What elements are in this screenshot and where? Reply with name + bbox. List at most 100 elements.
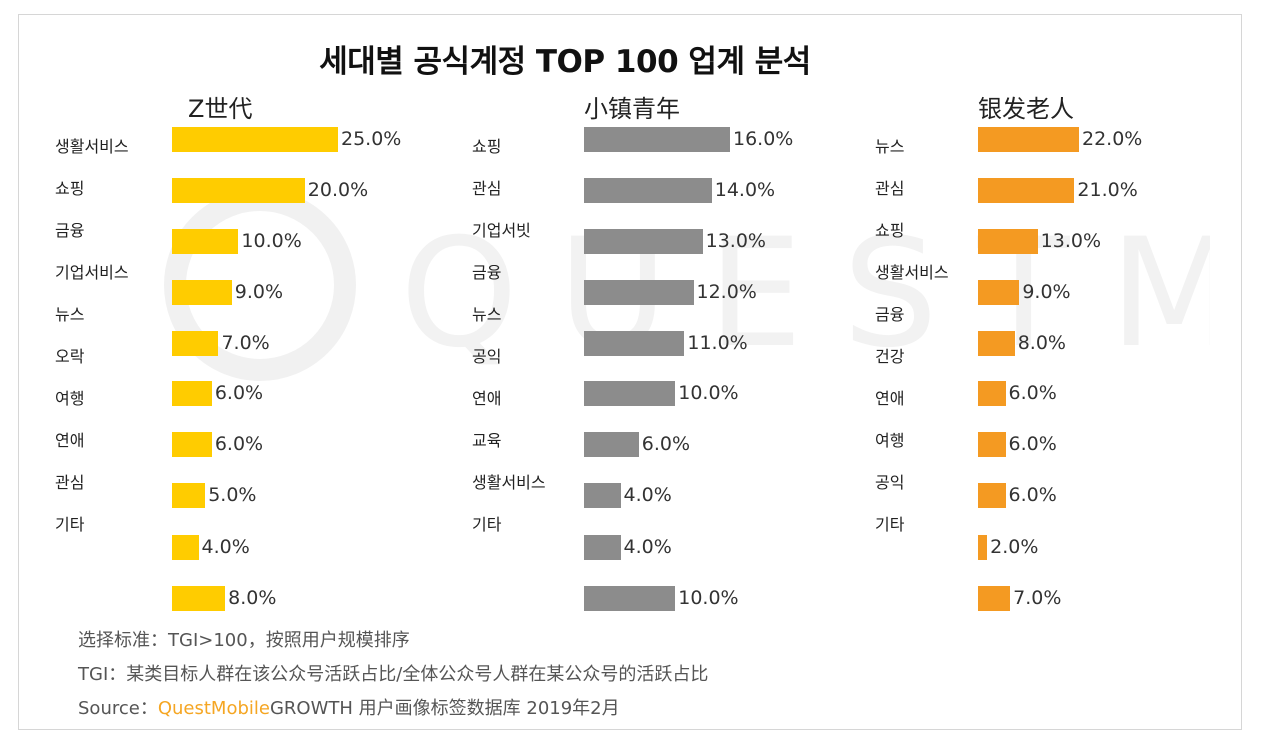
source-brand: QuestMobile: [157, 698, 270, 719]
value-label-z-3: 9.0%: [234, 281, 284, 303]
category-label-town-1: 관심: [472, 179, 502, 198]
panel-title-silver: 银发老人: [978, 95, 1074, 123]
category-label-silver-8: 공익: [875, 473, 905, 492]
value-label-silver-8: 2.0%: [990, 536, 1039, 558]
note-source: Source：QuestMobileGROWTH 用户画像标签数据库 2019年…: [78, 694, 620, 720]
value-label-town-2: 13.0%: [705, 230, 766, 252]
value-label-silver-6: 6.0%: [1008, 433, 1057, 455]
value-label-z-7: 5.0%: [208, 484, 257, 506]
category-label-silver-0: 뉴스: [875, 137, 905, 156]
bar-silver-6: [978, 432, 1006, 457]
value-label-town-7: 4.0%: [623, 484, 672, 506]
category-label-silver-3: 생활서비스: [875, 263, 949, 282]
category-label-silver-6: 연애: [875, 389, 905, 408]
bar-silver-5: [978, 381, 1006, 406]
value-label-town-3: 12.0%: [696, 281, 757, 303]
category-label-town-2: 기업서빗: [472, 221, 531, 240]
category-label-town-6: 연애: [472, 389, 502, 408]
value-label-silver-9: 7.0%: [1013, 587, 1062, 609]
bar-silver-9: [978, 586, 1011, 611]
value-label-z-4: 7.0%: [221, 332, 270, 354]
value-label-silver-2: 13.0%: [1040, 230, 1102, 252]
category-label-z-7: 연애: [55, 431, 85, 450]
bar-town-7: [584, 483, 621, 508]
bar-town-3: [584, 280, 694, 305]
bar-town-4: [584, 331, 685, 356]
bar-z-2: [172, 229, 239, 254]
value-label-town-8: 4.0%: [623, 536, 672, 558]
bar-z-3: [172, 280, 232, 305]
bar-town-5: [584, 381, 676, 406]
category-label-silver-7: 여행: [875, 431, 905, 450]
value-label-z-6: 6.0%: [214, 433, 264, 455]
value-label-silver-4: 8.0%: [1017, 332, 1066, 354]
category-label-town-8: 생활서비스: [472, 473, 546, 492]
bar-z-4: [172, 331, 219, 356]
category-label-town-4: 뉴스: [472, 305, 502, 324]
bar-z-5: [172, 381, 212, 406]
source-rest: GROWTH 用户画像标签数据库 2019年2月: [269, 698, 620, 719]
bar-town-8: [584, 535, 621, 560]
bar-silver-7: [978, 483, 1006, 508]
value-label-town-4: 11.0%: [687, 332, 748, 354]
category-label-z-9: 기타: [55, 515, 85, 534]
bar-silver-8: [978, 535, 988, 560]
category-label-town-5: 공익: [472, 347, 502, 366]
category-label-z-6: 여행: [55, 389, 85, 408]
category-label-z-3: 기업서비스: [55, 263, 129, 282]
value-label-silver-0: 22.0%: [1082, 128, 1143, 150]
category-label-z-5: 오락: [55, 347, 85, 366]
value-label-z-0: 25.0%: [341, 128, 402, 150]
category-label-silver-1: 관심: [875, 179, 905, 198]
chart-title: 세대별 공식계정 TOP 100 업계 분석: [319, 44, 811, 80]
chart-frame: [18, 14, 1242, 730]
value-label-z-5: 6.0%: [214, 382, 264, 404]
bar-silver-3: [978, 280, 1020, 305]
value-label-silver-5: 6.0%: [1008, 382, 1057, 404]
bar-z-8: [172, 535, 199, 560]
value-label-town-5: 10.0%: [678, 382, 739, 404]
note-selection-criteria: 选择标准：TGI>100，按照用户规模排序: [78, 630, 410, 651]
category-label-town-0: 쇼핑: [472, 137, 502, 156]
bar-z-7: [172, 483, 206, 508]
category-label-z-8: 관심: [55, 473, 85, 492]
panel-title-town: 小镇青年: [584, 95, 680, 123]
bar-z-1: [172, 178, 305, 203]
category-label-town-9: 기타: [472, 515, 502, 534]
note-tgi-definition: TGI：某类目标人群在该公众号活跃占比/全体公众号人群在某公众号的活跃占比: [78, 664, 709, 685]
value-label-town-0: 16.0%: [733, 128, 794, 150]
bar-town-1: [584, 178, 712, 203]
category-label-z-1: 쇼핑: [55, 179, 85, 198]
category-label-z-4: 뉴스: [55, 305, 85, 324]
category-label-silver-2: 쇼핑: [875, 221, 905, 240]
bar-silver-2: [978, 229, 1038, 254]
bar-silver-1: [978, 178, 1075, 203]
panel-title-z: Z世代: [188, 95, 253, 123]
category-label-z-0: 생활서비스: [55, 137, 129, 156]
bar-silver-0: [978, 127, 1079, 152]
value-label-z-2: 10.0%: [241, 230, 302, 252]
value-label-z-1: 20.0%: [307, 179, 369, 201]
value-label-town-1: 14.0%: [714, 179, 776, 201]
bar-silver-4: [978, 331, 1015, 356]
bar-z-0: [172, 127, 338, 152]
bar-z-6: [172, 432, 212, 457]
bar-town-9: [584, 586, 676, 611]
value-label-town-6: 6.0%: [641, 433, 691, 455]
bar-town-6: [584, 432, 639, 457]
bar-town-0: [584, 127, 730, 152]
category-label-z-2: 금융: [55, 221, 85, 240]
value-label-silver-7: 6.0%: [1008, 484, 1057, 506]
value-label-silver-1: 21.0%: [1077, 179, 1138, 201]
value-label-silver-3: 9.0%: [1022, 281, 1071, 303]
category-label-silver-4: 금융: [875, 305, 905, 324]
value-label-z-8: 4.0%: [201, 536, 250, 558]
source-prefix: Source：: [78, 698, 158, 719]
bar-z-9: [172, 586, 226, 611]
category-label-town-3: 금융: [472, 263, 502, 282]
category-label-town-7: 교육: [472, 431, 502, 450]
value-label-z-9: 8.0%: [228, 587, 277, 609]
category-label-silver-9: 기타: [875, 515, 905, 534]
value-label-town-9: 10.0%: [678, 587, 739, 609]
bar-town-2: [584, 229, 703, 254]
